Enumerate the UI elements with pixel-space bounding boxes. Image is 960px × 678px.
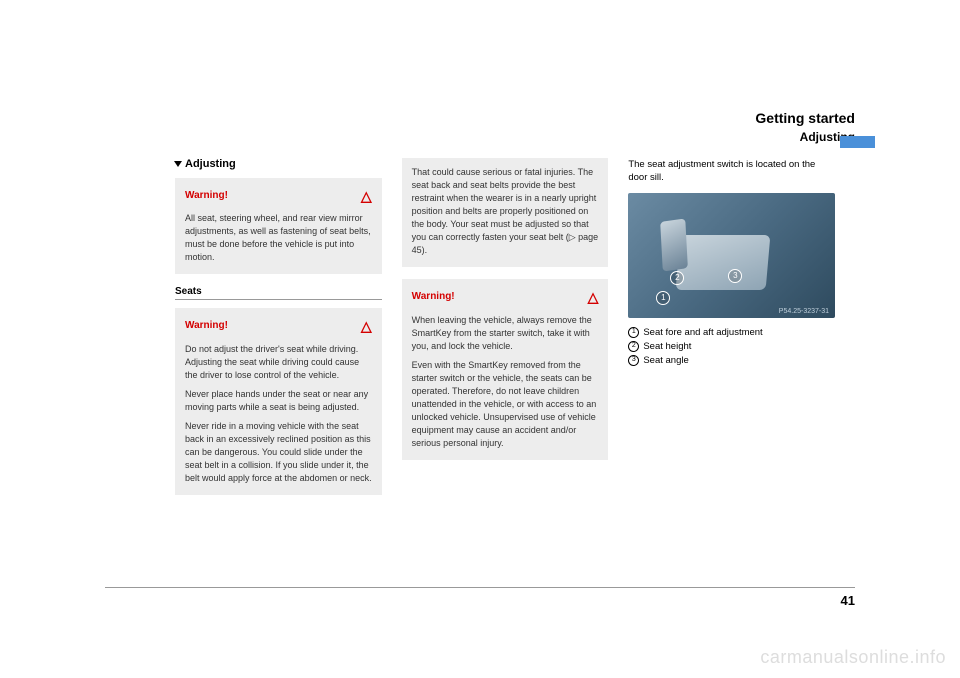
legend-num-2: 2 (628, 341, 639, 352)
warning-p2: Never place hands under the seat or near… (185, 388, 372, 414)
warning-box-3: Warning! △ When leaving the vehicle, alw… (402, 279, 609, 460)
warning-triangle-icon: △ (361, 186, 372, 206)
warning-label: Warning! (185, 319, 228, 334)
page-number: 41 (841, 593, 855, 608)
warning-box-2-continued: That could cause serious or fatal injuri… (402, 158, 609, 267)
warning-triangle-icon: △ (588, 287, 599, 307)
warning-header: Warning! △ (412, 287, 599, 307)
triangle-marker-icon (174, 161, 182, 167)
callout-3: 3 (728, 269, 742, 283)
legend-row-1: 1 Seat fore and aft adjustment (628, 326, 835, 340)
legend-text-2: Seat height (643, 340, 691, 354)
thumb-tab (840, 136, 875, 148)
section-heading: Adjusting (175, 158, 382, 170)
content-columns: Adjusting Warning! △ All seat, steering … (175, 158, 835, 507)
warning-p1: When leaving the vehicle, always remove … (412, 314, 599, 353)
seats-heading: Seats (175, 286, 382, 297)
warning-box-2: Warning! △ Do not adjust the driver's se… (175, 308, 382, 495)
intro-text: The seat adjustment switch is located on… (628, 158, 835, 185)
warning-continued: That could cause serious or fatal injuri… (412, 166, 599, 257)
warning-box-1: Warning! △ All seat, steering wheel, and… (175, 178, 382, 274)
column-2: That could cause serious or fatal injuri… (402, 158, 609, 507)
warning-label: Warning! (185, 189, 228, 204)
divider (175, 299, 382, 300)
seat-control-shape (676, 235, 771, 290)
warning-p3: Never ride in a moving vehicle with the … (185, 420, 372, 485)
legend-row-3: 3 Seat angle (628, 354, 835, 368)
footer-divider (105, 587, 855, 588)
image-legend: 1 Seat fore and aft adjustment 2 Seat heig… (628, 326, 835, 369)
legend-text-3: Seat angle (643, 354, 688, 368)
callout-2: 2 (670, 271, 684, 285)
warning-body: All seat, steering wheel, and rear view … (185, 212, 372, 264)
warning-triangle-icon: △ (361, 316, 372, 336)
image-reference-label: P54.25-3237-31 (779, 308, 829, 315)
legend-num-1: 1 (628, 327, 639, 338)
column-3: The seat adjustment switch is located on… (628, 158, 835, 507)
warning-header: Warning! △ (185, 186, 372, 206)
seat-switch-image: 1 2 3 P54.25-3237-31 (628, 193, 835, 318)
legend-text-1: Seat fore and aft adjustment (643, 326, 762, 340)
chapter-title: Getting started (755, 110, 855, 126)
watermark: carmanualsonline.info (760, 647, 946, 668)
legend-num-3: 3 (628, 355, 639, 366)
manual-page: Getting started Adjusting Adjusting Warn… (0, 0, 960, 678)
legend-row-2: 2 Seat height (628, 340, 835, 354)
warning-label: Warning! (412, 290, 455, 305)
callout-1: 1 (656, 291, 670, 305)
warning-header: Warning! △ (185, 316, 372, 336)
section-heading-text: Adjusting (185, 158, 236, 170)
warning-p1: Do not adjust the driver's seat while dr… (185, 343, 372, 382)
column-1: Adjusting Warning! △ All seat, steering … (175, 158, 382, 507)
warning-p2: Even with the SmartKey removed from the … (412, 359, 599, 450)
